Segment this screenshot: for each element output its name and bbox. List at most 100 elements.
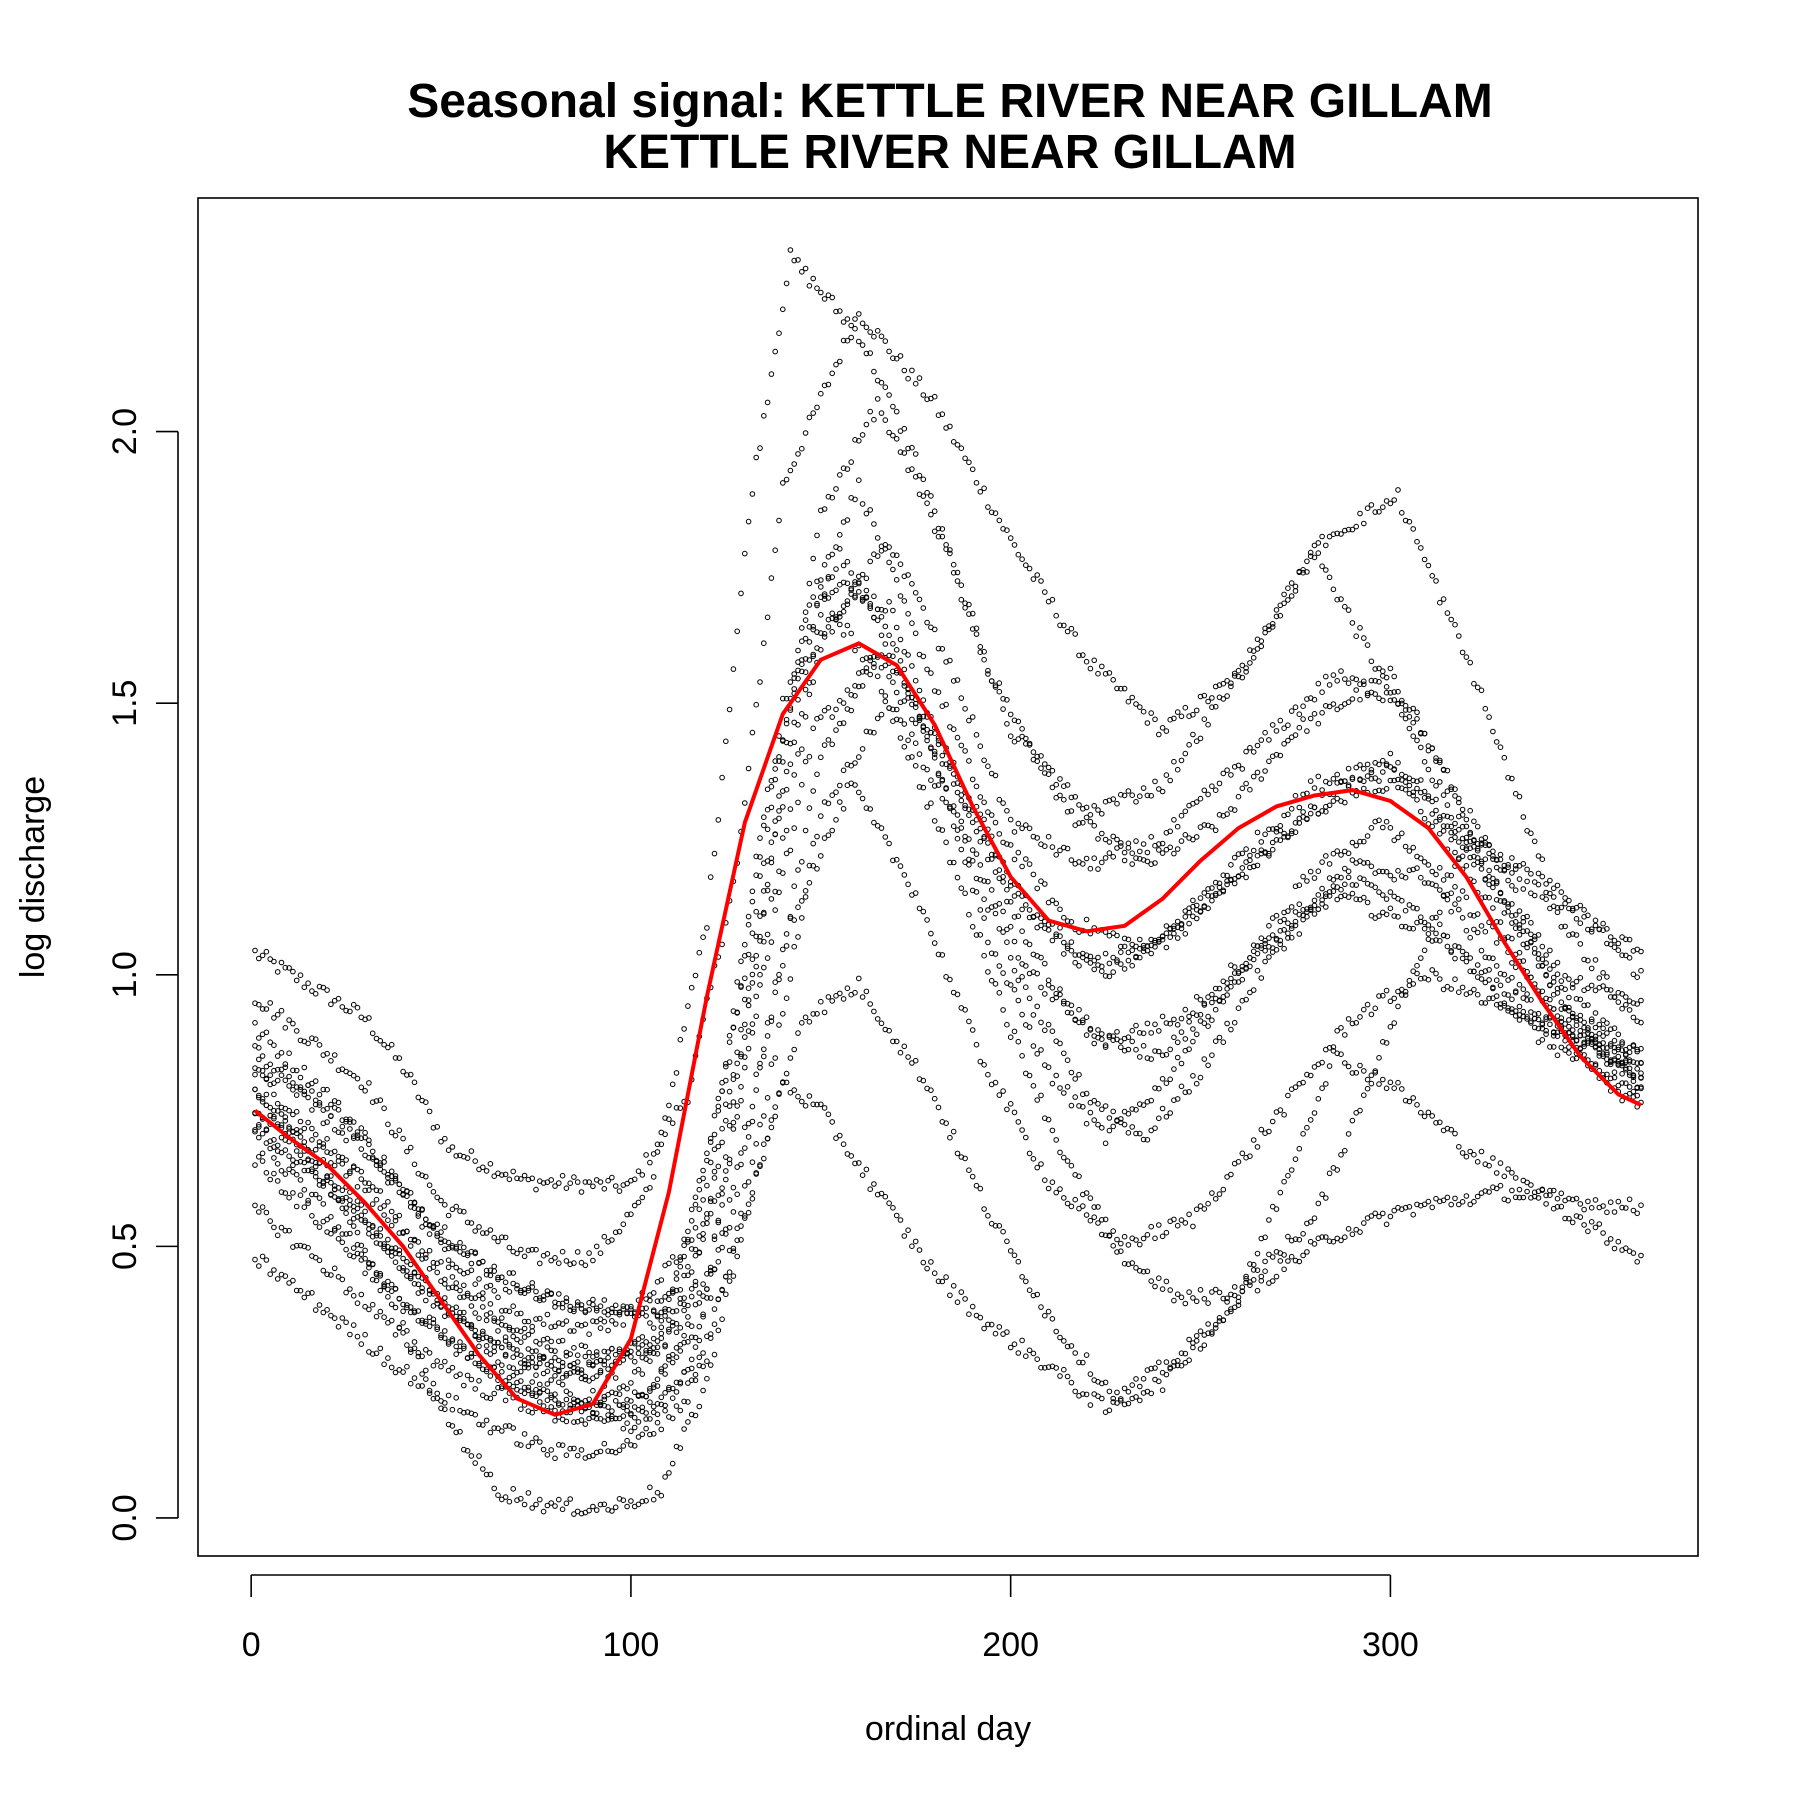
scatter-point <box>1083 1120 1090 1127</box>
scatter-point <box>848 630 855 637</box>
scatter-point <box>1459 948 1466 955</box>
scatter-point <box>1300 1252 1306 1259</box>
scatter-point <box>954 569 961 576</box>
scatter-point <box>628 1354 634 1360</box>
scatter-point <box>1182 914 1189 920</box>
scatter-point <box>1007 1101 1014 1107</box>
scatter-point <box>1285 737 1291 744</box>
scatter-point <box>1148 1278 1154 1284</box>
scatter-point <box>324 1271 330 1278</box>
scatter-point <box>837 472 843 478</box>
scatter-point <box>274 1011 281 1018</box>
scatter-point <box>354 1075 361 1082</box>
scatter-point <box>274 1178 281 1184</box>
scatter-point <box>480 1258 486 1265</box>
scatter-point <box>491 1390 498 1397</box>
scatter-point <box>502 1234 509 1241</box>
scatter-point <box>1118 840 1124 846</box>
scatter-point <box>704 1358 710 1364</box>
scatter-point <box>1197 895 1204 901</box>
scatter-point <box>1357 1014 1363 1020</box>
scatter-point <box>962 600 968 607</box>
scatter-point <box>795 659 801 665</box>
scatter-point <box>996 831 1003 837</box>
scatter-point <box>1357 681 1363 688</box>
scatter-point <box>1604 986 1610 993</box>
scatter-point <box>1391 689 1397 695</box>
scatter-point <box>1235 667 1242 674</box>
scatter-point <box>1030 1292 1037 1299</box>
scatter-point <box>1558 1044 1565 1051</box>
scatter-point <box>1083 1352 1090 1358</box>
scatter-point <box>1114 1236 1120 1243</box>
scatter-point <box>688 1356 695 1363</box>
scatter-point <box>1615 1198 1622 1205</box>
scatter-point <box>1577 920 1584 927</box>
scatter-point <box>293 1084 300 1090</box>
scatter-point <box>1588 1205 1595 1211</box>
scatter-point <box>742 1124 748 1131</box>
scatter-point <box>1361 1068 1367 1074</box>
scatter-point <box>814 602 820 609</box>
scatter-point <box>958 885 965 892</box>
scatter-point <box>643 1416 649 1422</box>
scatter-point <box>373 1158 380 1165</box>
scatter-point <box>1596 975 1603 981</box>
scatter-point <box>795 1030 801 1036</box>
scatter-point <box>1493 1001 1500 1008</box>
scatter-point <box>1444 802 1451 808</box>
scatter-point <box>1201 692 1208 699</box>
scatter-point <box>601 1440 608 1447</box>
scatter-point <box>1425 793 1432 799</box>
scatter-point <box>1520 986 1527 993</box>
scatter-point <box>1026 995 1033 1002</box>
scatter-point <box>1444 1194 1451 1201</box>
scatter-point <box>1285 920 1291 927</box>
scatter-point <box>912 474 919 480</box>
scatter-point <box>1387 1079 1394 1086</box>
scatter-point <box>293 1203 300 1210</box>
scatter-point <box>574 1179 581 1185</box>
scatter-point <box>795 1093 801 1100</box>
scatter-point <box>1535 932 1542 938</box>
scatter-point <box>977 907 984 913</box>
scatter-point <box>548 1324 555 1330</box>
scatter-point <box>476 1421 482 1428</box>
scatter-point <box>297 1086 304 1093</box>
scatter-point <box>1148 936 1154 943</box>
scatter-point <box>1634 1060 1640 1066</box>
scatter-point <box>1061 1050 1067 1057</box>
scatter-point <box>666 1356 672 1363</box>
scatter-point <box>1569 981 1576 987</box>
scatter-point <box>1585 957 1591 964</box>
scatter-point <box>893 716 900 723</box>
scatter-point <box>1456 856 1462 863</box>
scatter-point <box>1152 1021 1158 1028</box>
scatter-point <box>1068 1069 1075 1076</box>
scatter-point <box>761 814 767 821</box>
scatter-point <box>1550 1033 1557 1039</box>
scatter-point <box>715 1296 722 1302</box>
scatter-point <box>1437 599 1443 606</box>
scatter-point <box>491 1268 498 1274</box>
scatter-point <box>821 1105 828 1111</box>
scatter-point <box>1171 715 1177 722</box>
scatter-point <box>609 1408 615 1414</box>
scatter-point <box>404 1304 410 1311</box>
scatter-point <box>1110 1228 1116 1234</box>
scatter-point <box>1296 1145 1303 1152</box>
scatter-point <box>821 296 828 302</box>
scatter-point <box>969 858 976 864</box>
scatter-point <box>1638 1202 1644 1208</box>
scatter-point <box>1091 1097 1097 1104</box>
scatter-point <box>1273 751 1280 758</box>
scatter-point <box>1558 978 1565 984</box>
scatter-point <box>392 1217 399 1224</box>
scatter-point <box>909 620 915 627</box>
scatter-point <box>1493 977 1500 984</box>
scatter-point <box>1387 690 1394 696</box>
scatter-point <box>612 1183 619 1189</box>
scatter-point <box>1269 1254 1276 1260</box>
scatter-point <box>939 526 946 532</box>
scatter-point <box>468 1220 475 1226</box>
